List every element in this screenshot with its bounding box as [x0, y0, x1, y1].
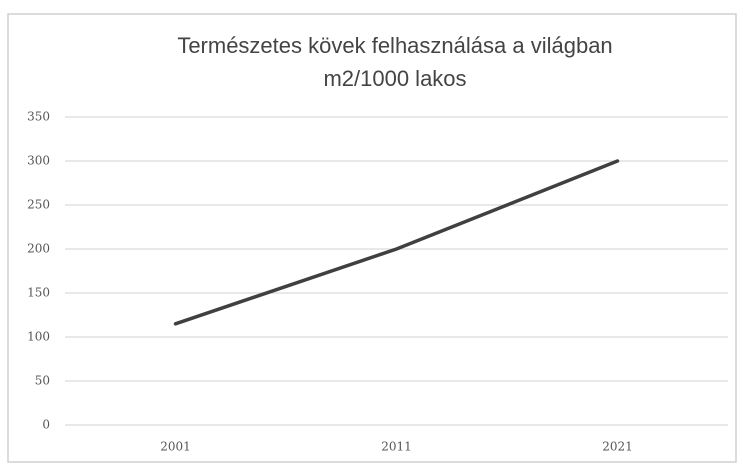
y-tick-label: 50 — [35, 374, 50, 388]
x-tick-label: 2021 — [602, 440, 633, 454]
x-tick-label: 2011 — [381, 440, 412, 454]
chart-frame — [7, 13, 737, 463]
y-tick-label: 350 — [27, 110, 50, 124]
y-tick-label: 250 — [27, 198, 50, 212]
y-tick-label: 150 — [27, 286, 50, 300]
chart-subtitle: m2/1000 lakos — [323, 66, 466, 91]
chart-title: Természetes kövek felhasználása a világb… — [177, 33, 612, 58]
y-tick-label: 200 — [27, 242, 50, 256]
y-tick-label: 300 — [27, 154, 50, 168]
y-tick-label: 100 — [27, 330, 50, 344]
x-tick-label: 2001 — [160, 440, 191, 454]
line-series — [173, 159, 620, 326]
y-tick-label: 0 — [42, 418, 50, 432]
